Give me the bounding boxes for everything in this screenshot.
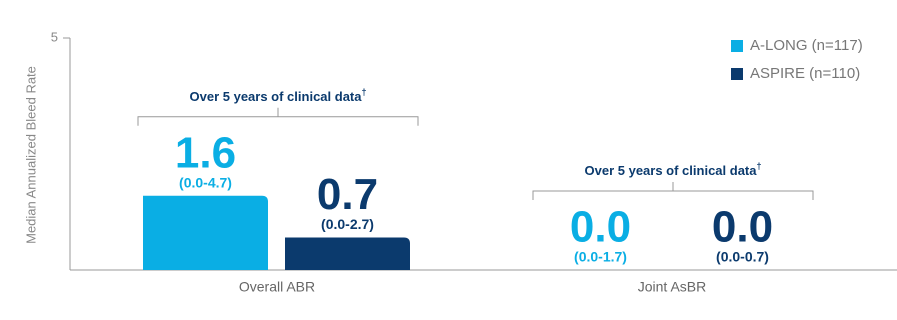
x-tick-label: Overall ABR bbox=[239, 279, 315, 295]
value-label: 0.0 bbox=[570, 203, 631, 252]
range-label: (0.0-0.7) bbox=[716, 249, 769, 265]
value-label: 0.0 bbox=[712, 203, 773, 252]
value-label: 0.7 bbox=[317, 170, 378, 219]
bracket bbox=[137, 107, 419, 126]
bar bbox=[143, 195, 268, 270]
annotation-text: Over 5 years of clinical data bbox=[190, 89, 363, 104]
annotation-text: Over 5 years of clinical data bbox=[585, 163, 758, 178]
legend-label: ASPIRE (n=110) bbox=[750, 65, 860, 82]
legend-label: A-LONG (n=117) bbox=[750, 37, 863, 54]
x-tick-label: Joint AsBR bbox=[638, 279, 706, 295]
y-axis-label: Median Annualized Bleed Rate bbox=[23, 66, 38, 244]
annotation-mark: † bbox=[361, 87, 366, 97]
bracket bbox=[532, 182, 814, 200]
y-tick-label: 5 bbox=[51, 29, 58, 44]
annotation: Over 5 years of clinical data† bbox=[585, 161, 762, 178]
value-label: 1.6 bbox=[175, 128, 236, 177]
range-label: (0.0-1.7) bbox=[574, 249, 627, 265]
legend-swatch bbox=[731, 40, 743, 52]
legend-swatch bbox=[731, 68, 743, 80]
annotation-mark: † bbox=[756, 161, 761, 171]
bar bbox=[285, 237, 410, 270]
annotation: Over 5 years of clinical data† bbox=[190, 87, 367, 104]
range-label: (0.0-4.7) bbox=[179, 174, 232, 190]
range-label: (0.0-2.7) bbox=[321, 216, 374, 232]
